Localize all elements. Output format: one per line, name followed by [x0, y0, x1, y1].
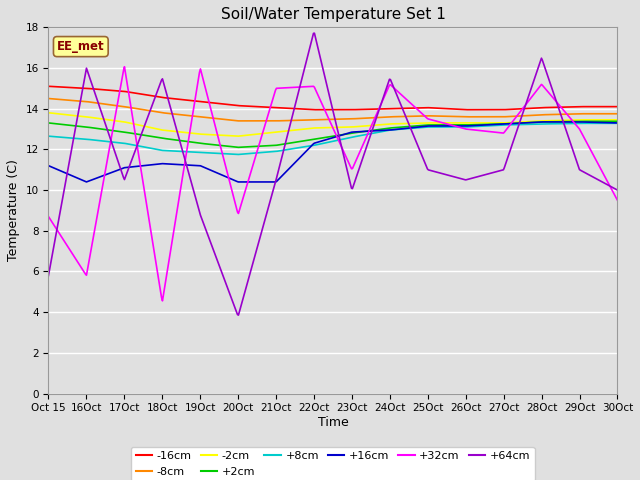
-2cm	[303, 126, 310, 132]
-8cm	[145, 108, 153, 114]
+8cm	[577, 120, 584, 126]
Legend: -16cm, -8cm, -2cm, +2cm, +8cm, +16cm, +32cm, +64cm: -16cm, -8cm, -2cm, +2cm, +8cm, +16cm, +3…	[131, 447, 534, 480]
+8cm	[145, 145, 153, 151]
+32cm	[614, 197, 621, 203]
+64cm	[310, 30, 318, 36]
+8cm	[614, 120, 621, 126]
+16cm	[426, 123, 433, 129]
+32cm	[382, 91, 390, 96]
-8cm	[426, 113, 433, 119]
+8cm	[426, 124, 433, 130]
+32cm	[475, 128, 483, 133]
-8cm	[303, 117, 310, 123]
+8cm	[191, 149, 198, 155]
+16cm	[145, 162, 153, 168]
-2cm	[234, 133, 241, 139]
+64cm	[426, 168, 434, 173]
+2cm	[145, 133, 153, 139]
+2cm	[235, 144, 243, 150]
+2cm	[381, 126, 388, 132]
+8cm	[381, 128, 388, 134]
+16cm	[303, 148, 310, 154]
-16cm	[474, 107, 482, 113]
Line: +16cm: +16cm	[49, 122, 618, 182]
+64cm	[145, 110, 153, 116]
+2cm	[577, 119, 584, 124]
Text: EE_met: EE_met	[57, 40, 104, 53]
-2cm	[145, 124, 153, 130]
+8cm	[235, 152, 243, 157]
+16cm	[45, 163, 52, 168]
Line: -8cm: -8cm	[49, 98, 618, 121]
+2cm	[426, 122, 433, 128]
-2cm	[381, 121, 388, 127]
-8cm	[235, 118, 243, 124]
-8cm	[614, 111, 621, 117]
+8cm	[303, 144, 310, 149]
+16cm	[538, 119, 546, 125]
-2cm	[474, 120, 482, 126]
Line: +8cm: +8cm	[49, 123, 618, 155]
-8cm	[474, 114, 482, 120]
-8cm	[191, 113, 198, 119]
-2cm	[191, 131, 198, 136]
+16cm	[381, 128, 388, 133]
Y-axis label: Temperature (C): Temperature (C)	[7, 159, 20, 262]
+32cm	[147, 224, 154, 229]
-16cm	[45, 84, 52, 89]
+32cm	[120, 64, 128, 70]
+2cm	[45, 120, 52, 126]
+8cm	[45, 133, 52, 139]
Title: Soil/Water Temperature Set 1: Soil/Water Temperature Set 1	[221, 7, 445, 22]
Line: +2cm: +2cm	[49, 121, 618, 147]
+64cm	[614, 187, 621, 193]
+2cm	[474, 122, 482, 128]
X-axis label: Time: Time	[317, 416, 348, 429]
+64cm	[303, 57, 310, 62]
Line: -2cm: -2cm	[49, 113, 618, 136]
+64cm	[382, 88, 390, 94]
-8cm	[45, 96, 52, 101]
+16cm	[191, 163, 198, 168]
-2cm	[45, 110, 52, 116]
+2cm	[191, 140, 198, 145]
-16cm	[302, 107, 310, 112]
+32cm	[304, 84, 312, 89]
-2cm	[614, 117, 621, 123]
Line: +64cm: +64cm	[49, 33, 618, 315]
+64cm	[45, 273, 52, 278]
+64cm	[191, 192, 198, 198]
-16cm	[145, 93, 153, 98]
+32cm	[45, 214, 52, 219]
-16cm	[381, 106, 388, 112]
-16cm	[191, 98, 198, 104]
-16cm	[614, 104, 621, 109]
+16cm	[474, 122, 482, 128]
+64cm	[235, 312, 243, 318]
-2cm	[426, 120, 433, 126]
+64cm	[475, 174, 483, 180]
+16cm	[614, 120, 621, 126]
+2cm	[303, 137, 310, 143]
-16cm	[426, 105, 433, 110]
-8cm	[381, 114, 388, 120]
+32cm	[426, 117, 434, 122]
+32cm	[159, 298, 166, 304]
+2cm	[614, 119, 621, 124]
+32cm	[193, 87, 200, 93]
+8cm	[474, 123, 482, 129]
+16cm	[235, 179, 243, 185]
Line: -16cm: -16cm	[49, 86, 618, 110]
-16cm	[310, 107, 318, 113]
Line: +32cm: +32cm	[49, 67, 618, 301]
